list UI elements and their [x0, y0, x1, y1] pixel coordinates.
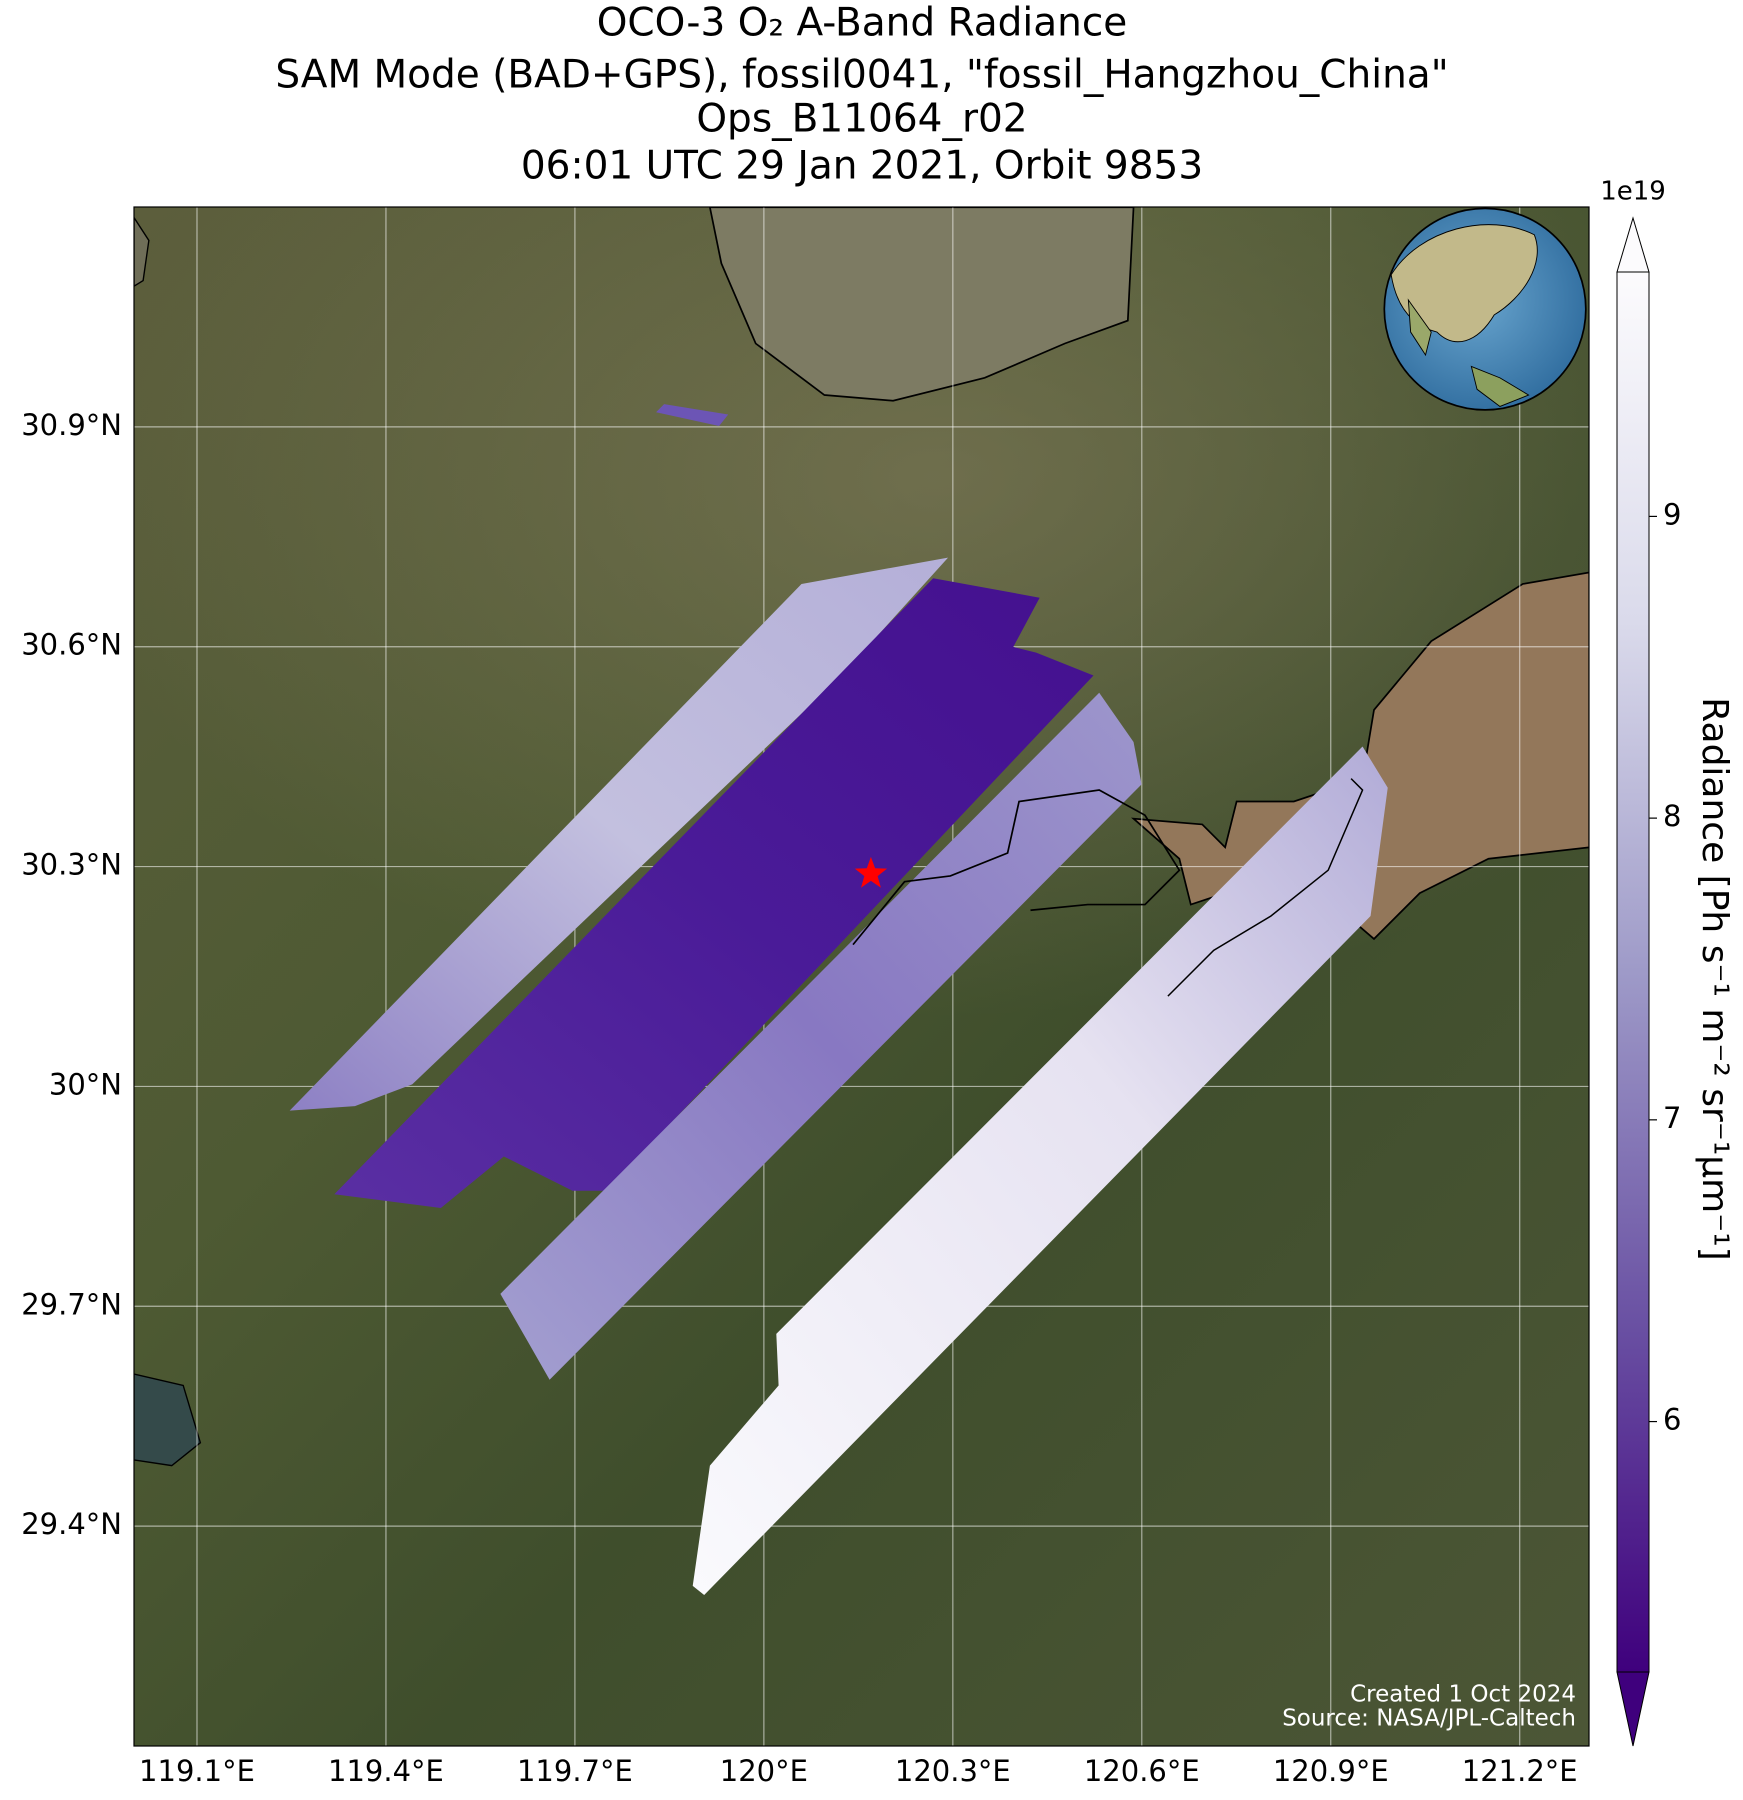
credit: Source: NASA/JPL-Caltech [1282, 1706, 1576, 1732]
colorbar-extend-top [1616, 216, 1650, 273]
plot-frame [133, 206, 1590, 1747]
x-tick-label: 119.7°E [517, 1754, 633, 1788]
chart-title: OCO-3 O₂ A-Band Radiance [597, 1, 1128, 46]
colorbar-tick-label: 9 [1663, 497, 1681, 531]
inset-globe [1383, 207, 1587, 411]
y-tick-label: 29.4°N [21, 1507, 122, 1541]
colorbar-extend-bottom [1616, 1671, 1650, 1747]
colorbar-label: Radiance [Ph s⁻¹ m⁻² sr⁻¹μm⁻¹] [1694, 697, 1735, 1260]
colorbar-tick-label: 7 [1663, 1101, 1681, 1135]
y-tick-label: 30.6°N [21, 628, 122, 662]
y-tick-label: 30°N [49, 1067, 122, 1101]
colorbar: 6 7 8 9 1e19 Radiance [Ph s⁻¹ m⁻² sr⁻¹μm⁻¹] [1600, 177, 1735, 1747]
basemap [134, 207, 1589, 1746]
y-tick-label: 30.3°N [21, 848, 122, 882]
colorbar-exponent: 1e19 [1600, 177, 1666, 207]
chart-title: 06:01 UTC 29 Jan 2021, Orbit 9853 [521, 144, 1203, 189]
colorbar-tick-label: 8 [1663, 799, 1681, 833]
x-tick-label: 119.4°E [328, 1754, 444, 1788]
swaths [289, 404, 1388, 1595]
y-tick-label: 30.9°N [21, 408, 122, 442]
x-tick-label: 120°E [720, 1754, 808, 1788]
x-tick-label: 120.6°E [1084, 1754, 1200, 1788]
colorbar-tick-label: 6 [1663, 1403, 1681, 1437]
colorbar-fill [1617, 272, 1649, 1672]
y-tick-label: 29.7°N [21, 1287, 122, 1321]
chart-title: Ops_B11064_r02 [696, 97, 1027, 142]
credit: Created 1 Oct 2024 [1350, 1682, 1576, 1708]
target-marker [854, 856, 888, 888]
x-tick-label: 120.3°E [895, 1754, 1011, 1788]
colorbar-frame [1616, 271, 1650, 1673]
chart-title: SAM Mode (BAD+GPS), fossil0041, "fossil_… [275, 53, 1448, 98]
x-tick-label: 120.9°E [1273, 1754, 1389, 1788]
x-tick-label: 119.1°E [139, 1754, 255, 1788]
x-tick-label: 121.2°E [1462, 1754, 1578, 1788]
